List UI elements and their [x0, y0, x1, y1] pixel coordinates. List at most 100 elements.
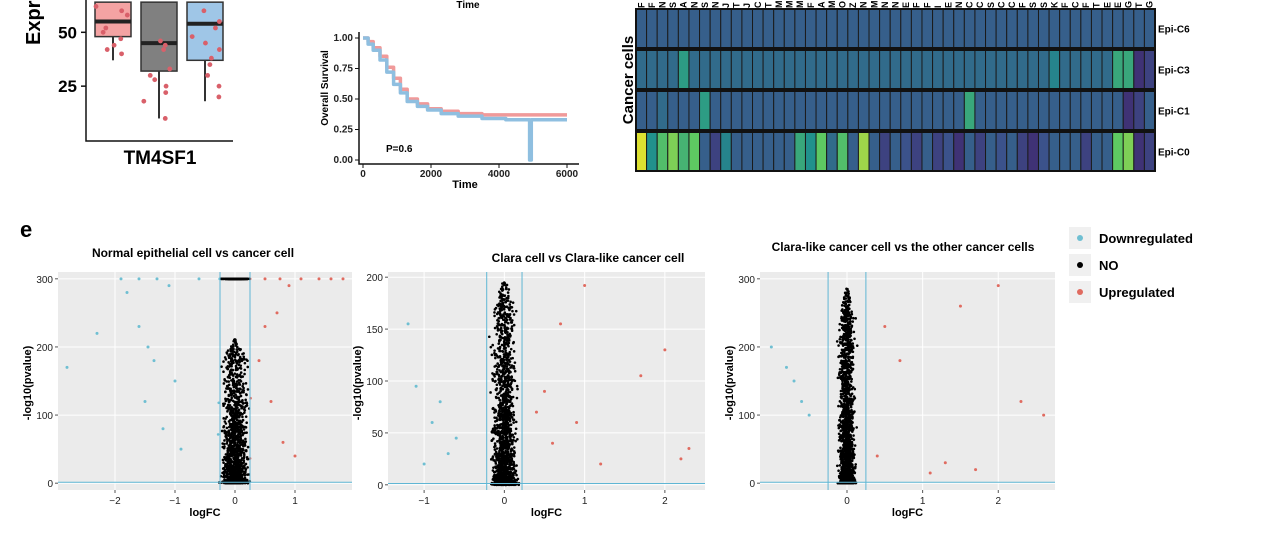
volcano-point: [234, 364, 238, 368]
volcano-point: [501, 418, 505, 422]
heatmap-cell: [995, 90, 1008, 131]
volcano-point: [239, 467, 243, 470]
volcano-up-point: [275, 311, 279, 315]
heatmap-cell: [910, 90, 923, 131]
volcano-point: [495, 473, 499, 476]
volcano-point: [840, 323, 844, 327]
volcano-point: [838, 328, 841, 332]
volcano-point: [235, 424, 239, 428]
volcano-point: [495, 419, 499, 422]
volcano-up-point: [559, 322, 563, 326]
volcano-point: [229, 359, 233, 363]
volcano-xtick-label: −2: [109, 496, 121, 507]
heatmap-cell: [1101, 49, 1114, 90]
volcano-point: [236, 447, 240, 450]
heatmap-cell: [836, 131, 849, 172]
volcano-point: [505, 422, 509, 425]
volcano-point: [493, 380, 497, 383]
volcano-point: [241, 352, 244, 356]
volcano-point: [844, 320, 847, 323]
heatmap-cell: [677, 90, 690, 131]
volcano-point: [242, 428, 246, 431]
heatmap-cell: [921, 90, 934, 131]
km-xtick-label: 2000: [420, 169, 443, 180]
volcano-ytick-label: 100: [366, 377, 383, 388]
heatmap-col-label: T: [1134, 2, 1144, 8]
volcano-point: [244, 449, 248, 452]
volcano-point: [508, 417, 512, 421]
volcano-point: [850, 325, 853, 329]
volcano-point: [243, 277, 247, 281]
volcano-point: [498, 349, 501, 353]
volcano-point: [232, 339, 235, 343]
volcano-point: [502, 422, 506, 426]
heatmap-col-label: M: [795, 1, 805, 9]
volcano-point: [243, 425, 247, 429]
volcano-point: [232, 469, 236, 473]
heatmap-col-label: E: [901, 2, 911, 8]
volcano-point: [237, 415, 240, 419]
volcano-point: [240, 277, 244, 281]
heatmap-col-label: T: [763, 2, 773, 8]
volcano-point: [847, 307, 851, 310]
volcano-point: [497, 429, 500, 433]
heatmap-cell: [1090, 131, 1103, 172]
heatmap-cell: [836, 90, 849, 131]
heatmap-col-label: C: [965, 1, 975, 8]
volcano-point: [498, 434, 501, 437]
volcano-point: [853, 337, 856, 341]
volcano-point: [501, 357, 505, 361]
volcano-point: [506, 354, 509, 357]
box-point: [100, 29, 106, 35]
volcano-point: [229, 350, 233, 353]
volcano-point: [507, 306, 510, 310]
heatmap-cell: [900, 131, 912, 172]
volcano-point: [238, 443, 242, 447]
volcano-point: [509, 347, 513, 351]
heatmap-cell: [1006, 8, 1018, 49]
volcano-point: [512, 418, 516, 422]
volcano-point: [498, 399, 502, 402]
box-point: [161, 47, 167, 52]
volcano-xtick-label: −1: [169, 496, 181, 507]
volcano-point: [222, 475, 226, 478]
heatmap-cell: [995, 8, 1008, 49]
volcano-point: [505, 305, 509, 309]
volcano-point: [504, 445, 507, 448]
volcano-point: [501, 282, 504, 285]
heatmap-row-border: [635, 90, 1156, 131]
volcano-point: [224, 422, 228, 425]
volcano-point: [498, 448, 502, 452]
volcano-point: [512, 313, 516, 316]
volcano-point: [500, 378, 503, 381]
heatmap-cell: [826, 8, 838, 49]
volcano-point: [230, 356, 233, 360]
heatmap-cell: [963, 8, 976, 49]
heatmap-col-label: C: [1007, 1, 1017, 8]
heatmap-col-label: M: [774, 1, 784, 9]
volcano-point: [496, 454, 499, 457]
volcano-point: [515, 464, 518, 467]
volcano-point: [491, 429, 494, 432]
volcano-point: [232, 389, 236, 392]
volcano-point: [239, 404, 243, 408]
volcano-point: [843, 447, 847, 450]
volcano-point: [506, 330, 509, 334]
volcano-point: [235, 373, 239, 377]
volcano-point: [234, 437, 238, 440]
volcano-point: [243, 372, 246, 376]
heatmap-col-label: S: [1028, 2, 1038, 8]
volcano-point: [506, 342, 510, 346]
heatmap-cell: [889, 131, 902, 172]
volcano-point: [855, 426, 858, 429]
km-xtick-label: 0: [360, 169, 366, 180]
volcano-point: [846, 399, 850, 402]
volcano-point: [246, 277, 249, 281]
heatmap-cell: [762, 131, 775, 172]
volcano-point: [226, 375, 230, 379]
volcano-up-point: [269, 399, 273, 403]
volcano-point: [495, 383, 499, 387]
volcano-point: [490, 353, 494, 357]
volcano-point: [493, 326, 497, 330]
volcano-point: [227, 438, 231, 441]
